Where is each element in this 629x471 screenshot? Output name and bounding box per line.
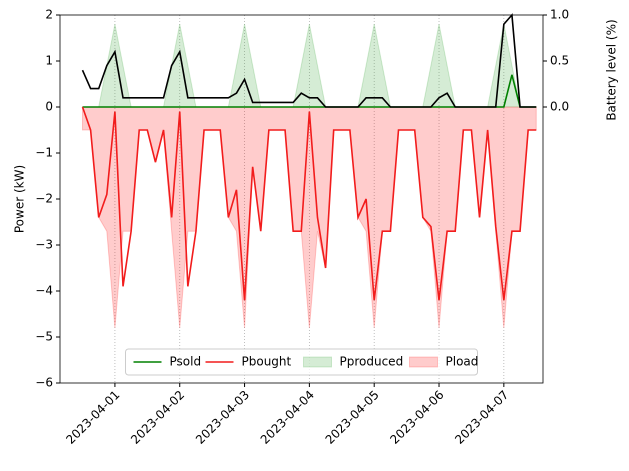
area [82, 24, 537, 108]
y-tick-label: −4 [35, 284, 53, 298]
y-tick-label: −6 [35, 376, 53, 390]
y-tick-label: −2 [35, 192, 53, 206]
y2-axis-label: Battery level (%) [605, 19, 619, 120]
x-tick-label: 2023-04-02 [128, 388, 187, 447]
legend-label: Pproduced [340, 355, 404, 369]
y-tick-label: −1 [35, 146, 53, 160]
legend-swatch [409, 356, 438, 368]
x-tick-label: 2023-04-03 [193, 388, 252, 447]
y2-tick-label: 0.5 [550, 54, 569, 68]
legend-box [125, 348, 478, 376]
x-tick-label: 2023-04-06 [387, 388, 446, 447]
y2-tick-label: 1.0 [550, 8, 569, 22]
plot-frame [59, 14, 544, 384]
line [81, 106, 537, 301]
y-tick-label: −5 [35, 330, 53, 344]
y-tick-label: 0 [45, 100, 53, 114]
y-tick-label: 1 [45, 54, 53, 68]
y2-tick-label: 0.0 [550, 100, 569, 114]
x-tick-label: 2023-04-04 [258, 388, 317, 447]
legend-label: Pload [446, 355, 479, 369]
legend-label: Pbought [242, 355, 292, 369]
line [81, 13, 537, 108]
x-tick-label: 2023-04-07 [452, 388, 511, 447]
y-axis-label: Power (kW) [13, 165, 27, 233]
y-tick-label: 2 [45, 8, 53, 22]
legend-swatch [303, 356, 332, 368]
x-tick-label: 2023-04-01 [63, 388, 122, 447]
x-tick-label: 2023-04-05 [323, 388, 382, 447]
y-tick-label: −3 [35, 238, 53, 252]
legend-label: Psold [170, 355, 202, 369]
